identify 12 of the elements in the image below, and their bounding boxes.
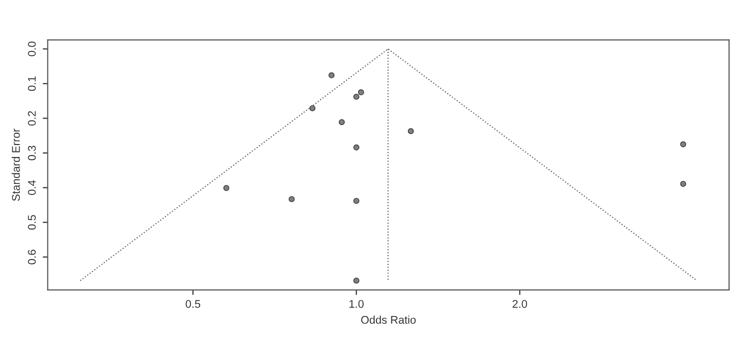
y-tick-label: 0.1	[28, 76, 36, 91]
y-tick-label: 0.4	[28, 180, 36, 195]
y-tick-label: 0.2	[28, 111, 36, 126]
y-tick-label: 0.0	[28, 42, 36, 56]
x-tick-label: 2.0	[512, 300, 528, 308]
x-tick-label: 0.5	[186, 300, 200, 308]
y-axis-title: Standard Error	[12, 128, 20, 201]
y-tick-label: 0.3	[28, 146, 36, 160]
y-tick-label: 0.5	[28, 215, 36, 230]
y-tick-label: 0.6	[28, 250, 36, 264]
x-tick-label: 1.0	[349, 300, 364, 308]
x-axis-title: Odds Ratio	[361, 316, 416, 324]
